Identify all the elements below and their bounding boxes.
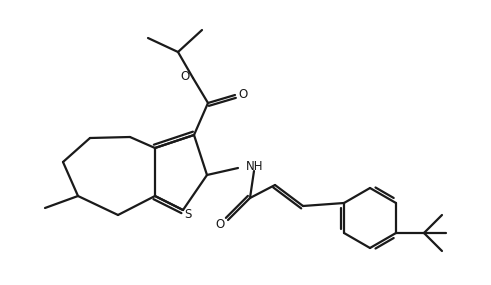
Text: NH: NH xyxy=(246,160,264,174)
Text: S: S xyxy=(184,209,191,221)
Text: O: O xyxy=(180,70,190,82)
Text: O: O xyxy=(216,219,224,231)
Text: O: O xyxy=(238,89,247,101)
